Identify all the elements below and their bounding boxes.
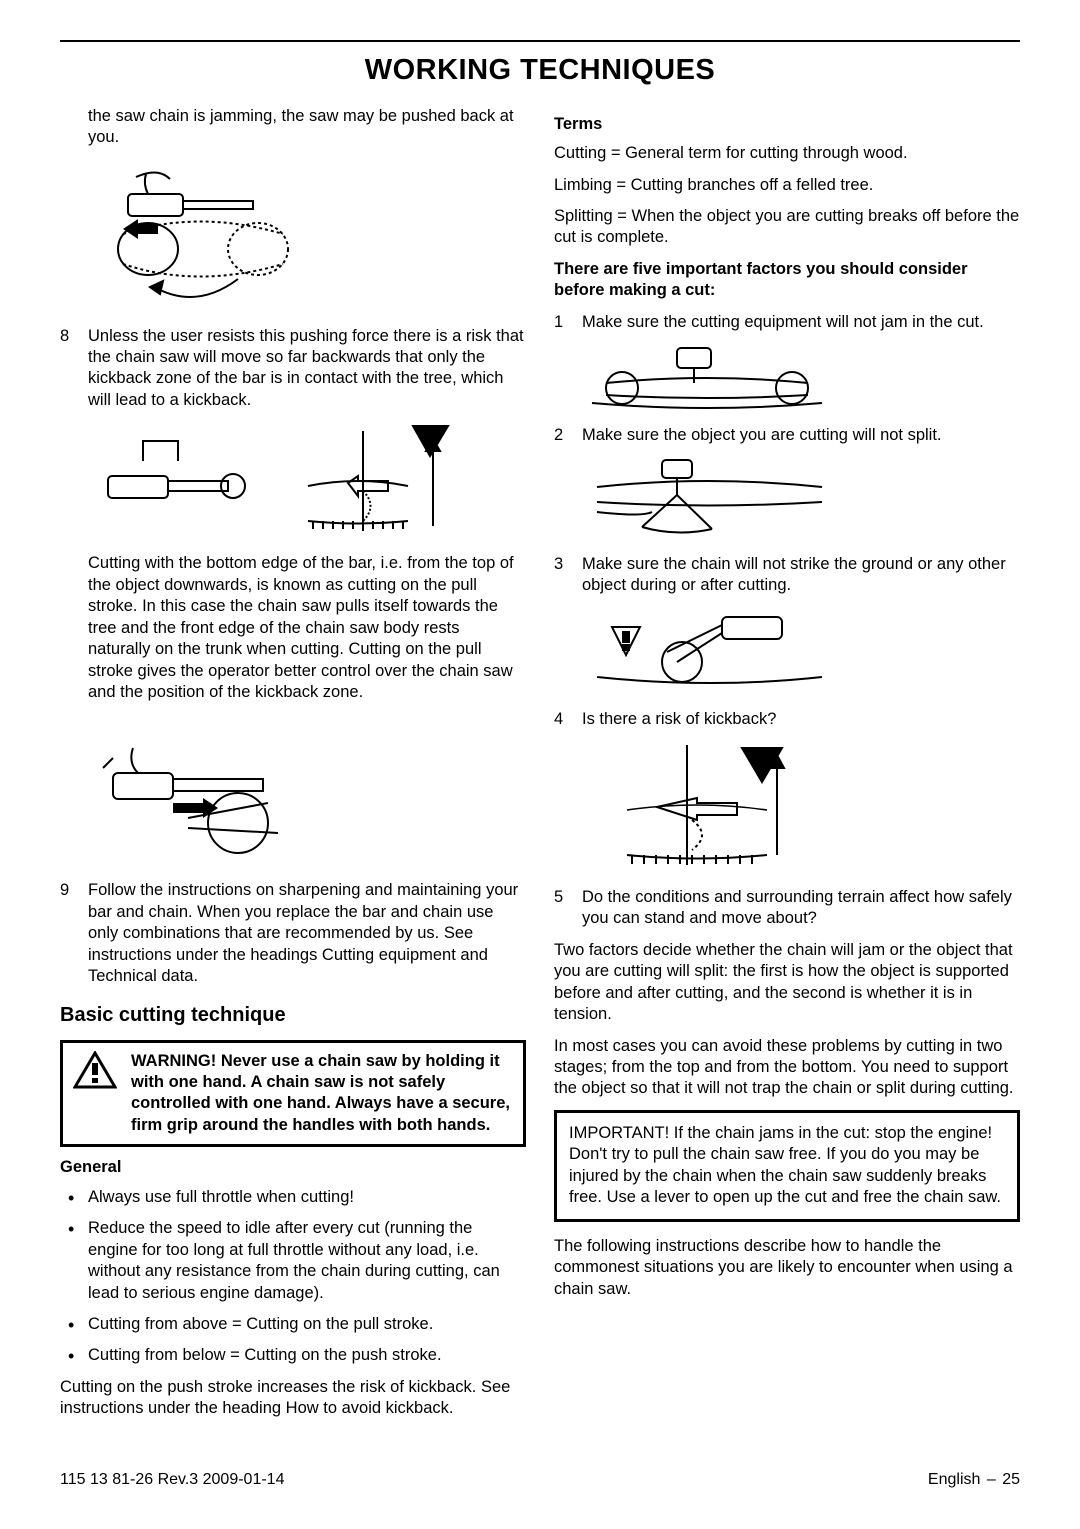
terms-limbing: Limbing = Cutting branches off a felled … <box>554 175 1020 196</box>
terms-heading: Terms <box>554 114 1020 135</box>
figure-factor3 <box>582 607 1020 697</box>
item-body: Unless the user resists this pushing for… <box>88 326 526 412</box>
item-body: Follow the instructions on sharpening an… <box>88 880 526 987</box>
factor-5: 5 Do the conditions and surrounding terr… <box>554 887 1020 930</box>
item-number: 9 <box>60 880 88 987</box>
item-8: 8 Unless the user resists this pushing f… <box>60 326 526 412</box>
pull-stroke-text: Cutting with the bottom edge of the bar,… <box>60 553 526 703</box>
intro-text: the saw chain is jamming, the saw may be… <box>60 106 526 149</box>
factor-1: 1 Make sure the cutting equipment will n… <box>554 312 1020 333</box>
page-title: WORKING TECHNIQUES <box>60 52 1020 90</box>
item-body: Make sure the chain will not strike the … <box>582 554 1020 597</box>
factor-2: 2 Make sure the object you are cutting w… <box>554 425 1020 446</box>
item-number: 5 <box>554 887 582 930</box>
important-text: IMPORTANT! If the chain jams in the cut:… <box>569 1124 1001 1206</box>
important-box: IMPORTANT! If the chain jams in the cut:… <box>554 1110 1020 1222</box>
item-number: 1 <box>554 312 582 333</box>
footer-lang: English <box>928 1471 980 1488</box>
item-body: Make sure the object you are cutting wil… <box>582 425 1020 446</box>
terms-splitting: Splitting = When the object you are cutt… <box>554 206 1020 249</box>
footer-left: 115 13 81-26 Rev.3 2009-01-14 <box>60 1470 284 1491</box>
following-instructions-text: The following instructions describe how … <box>554 1236 1020 1300</box>
item-body: Do the conditions and surrounding terrai… <box>582 887 1020 930</box>
figure-factor4 <box>582 740 1020 875</box>
item-body: Is there a risk of kickback? <box>582 709 1020 730</box>
figure-pull-stroke <box>88 713 526 868</box>
factor-4: 4 Is there a risk of kickback? <box>554 709 1020 730</box>
two-factors-text: Two factors decide whether the chain wil… <box>554 940 1020 1026</box>
figure-kickback-pair <box>88 421 526 541</box>
bullet-item: Cutting from below = Cutting on the push… <box>88 1345 526 1366</box>
page-footer: 115 13 81-26 Rev.3 2009-01-14 English – … <box>60 1470 1020 1491</box>
two-column-layout: the saw chain is jamming, the saw may be… <box>60 106 1020 1430</box>
warning-box: WARNING! Never use a chain saw by holdin… <box>60 1040 526 1148</box>
warning-text: WARNING! Never use a chain saw by holdin… <box>131 1051 513 1137</box>
bullet-item: Reduce the speed to idle after every cut… <box>88 1218 526 1304</box>
item-number: 2 <box>554 425 582 446</box>
footer-right: English – 25 <box>928 1470 1020 1491</box>
two-stages-text: In most cases you can avoid these proble… <box>554 1036 1020 1100</box>
general-heading: General <box>60 1157 526 1178</box>
footer-page: 25 <box>1002 1471 1020 1488</box>
right-column: Terms Cutting = General term for cutting… <box>554 106 1020 1430</box>
figure-factor1 <box>582 343 1020 413</box>
factors-heading: There are five important factors you sho… <box>554 259 1020 302</box>
push-stroke-note: Cutting on the push stroke increases the… <box>60 1377 526 1420</box>
warning-icon <box>73 1051 117 1097</box>
figure-chainsaw-push <box>88 159 526 314</box>
item-number: 8 <box>60 326 88 412</box>
item-9: 9 Follow the instructions on sharpening … <box>60 880 526 987</box>
basic-cutting-heading: Basic cutting technique <box>60 1002 526 1028</box>
item-body: Make sure the cutting equipment will not… <box>582 312 1020 333</box>
item-number: 4 <box>554 709 582 730</box>
terms-cutting: Cutting = General term for cutting throu… <box>554 143 1020 164</box>
item-number: 3 <box>554 554 582 597</box>
figure-factor2 <box>582 457 1020 542</box>
left-column: the saw chain is jamming, the saw may be… <box>60 106 526 1430</box>
bullet-item: Always use full throttle when cutting! <box>88 1187 526 1208</box>
bullet-item: Cutting from above = Cutting on the pull… <box>88 1314 526 1335</box>
factor-3: 3 Make sure the chain will not strike th… <box>554 554 1020 597</box>
